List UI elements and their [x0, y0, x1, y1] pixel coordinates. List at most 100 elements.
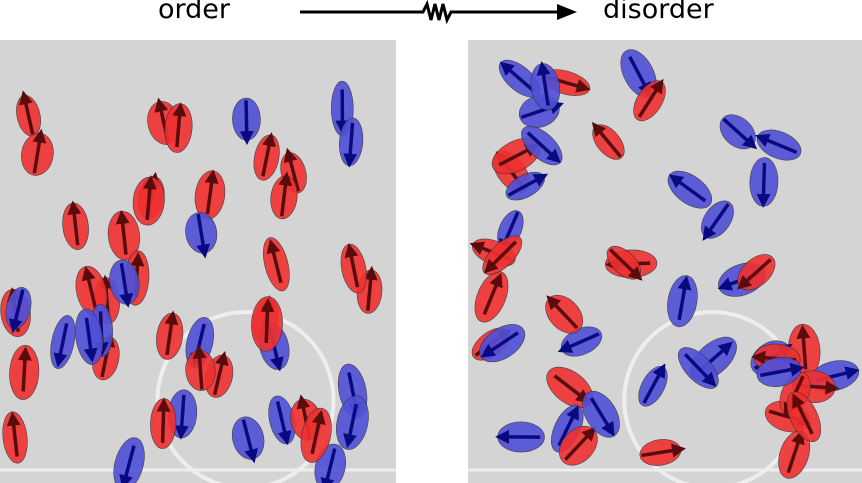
heading-arrow-icon: [483, 240, 518, 274]
heading-arrow-icon: [119, 263, 134, 308]
heading-arrow-icon: [275, 401, 292, 446]
disorder-label: disorder: [603, 0, 714, 25]
heading-arrow-icon: [480, 331, 520, 358]
red-individual: [786, 391, 822, 442]
heading-arrow-icon: [204, 169, 219, 215]
blue-individual: [521, 125, 563, 166]
red-individual: [482, 235, 523, 275]
blue-individual: [749, 157, 779, 208]
blue-individual: [756, 356, 805, 387]
heading-arrow-icon: [32, 128, 47, 174]
red-individual: [340, 243, 367, 294]
heading-arrow-icon: [212, 350, 229, 396]
heading-arrow-icon: [553, 374, 591, 404]
heading-arrow-icon: [19, 90, 35, 135]
order-to-disorder-arrow-icon: [300, 0, 577, 24]
blue-individual: [667, 170, 713, 209]
red-individual: [253, 132, 280, 181]
blue-individual: [5, 287, 32, 334]
heading-arrow-icon: [498, 144, 540, 167]
heading-arrow-icon: [677, 275, 692, 321]
blue-individual: [505, 171, 549, 201]
heading-arrow-icon: [81, 266, 98, 311]
heading-arrow-icon: [526, 131, 561, 164]
red-individual: [633, 78, 666, 122]
heading-arrow-icon: [589, 397, 615, 437]
heading-arrow-icon: [192, 344, 207, 390]
red-individual: [639, 439, 686, 466]
red-individual: [558, 425, 598, 466]
blue-individual: [185, 212, 218, 259]
blue-individual: [719, 114, 758, 150]
red-individual: [62, 200, 89, 250]
heading-arrow-icon: [174, 394, 189, 440]
heading-arrow-icon: [796, 324, 811, 370]
red-individual: [545, 294, 584, 334]
blue-individual: [232, 97, 261, 146]
heading-arrow-icon: [786, 429, 805, 474]
heading-arrow-icon: [260, 297, 275, 343]
heading-arrow-icon: [608, 248, 643, 281]
red-individual: [132, 175, 165, 226]
blue-individual: [755, 129, 802, 161]
blue-individual: [678, 347, 719, 389]
heading-arrow-icon: [17, 346, 32, 392]
heading-arrow-icon: [641, 443, 686, 458]
red-individual: [9, 344, 40, 400]
red-individual: [150, 397, 177, 449]
heading-arrow-icon: [591, 122, 622, 158]
red-individual: [474, 271, 509, 323]
heading-arrow-icon: [755, 133, 798, 154]
heading-arrow-icon: [8, 289, 25, 334]
heading-arrow-icon: [482, 272, 503, 316]
order-panel: [0, 40, 396, 483]
heading-arrow-icon: [702, 203, 730, 241]
heading-arrow-icon: [637, 78, 664, 118]
heading-arrow-icon: [196, 213, 211, 259]
heading-arrow-icon: [310, 409, 326, 455]
red-individual: [194, 169, 226, 220]
red-individual: [156, 310, 184, 360]
red-individual: [737, 254, 776, 291]
blue-individual: [231, 416, 265, 464]
red-individual: [778, 429, 811, 479]
blue-individual: [339, 117, 364, 168]
heading-arrow-icon: [142, 175, 157, 221]
red-individual: [263, 237, 290, 292]
blue-individual: [638, 363, 668, 407]
heading-arrow-icon: [683, 353, 717, 387]
red-individual: [2, 411, 28, 464]
heading-arrow-icon: [557, 405, 579, 447]
red-individual: [591, 122, 625, 160]
heading-arrow-icon: [266, 239, 283, 284]
heading-arrow-icon: [119, 445, 136, 483]
heading-arrow-icon: [164, 310, 179, 356]
red-individual: [185, 344, 216, 391]
blue-individual: [75, 308, 103, 365]
heading-arrow-icon: [737, 258, 772, 290]
heading-arrow-icon: [759, 362, 805, 378]
heading-arrow-icon: [499, 61, 536, 93]
heading-arrow-icon: [239, 100, 254, 146]
heading-arrow-icon: [343, 403, 358, 449]
heading-arrow-icon: [546, 295, 579, 330]
heading-arrow-icon: [668, 174, 707, 203]
heading-arrow-icon: [320, 448, 337, 483]
red-individual: [251, 296, 283, 352]
heading-arrow-icon: [343, 122, 358, 168]
heading-arrow-icon: [557, 332, 600, 353]
heading-arrow-icon: [363, 265, 378, 311]
heading-arrow-icon: [115, 209, 130, 255]
blue-individual: [582, 390, 620, 438]
red-individual: [300, 407, 332, 463]
heading-arrow-icon: [241, 419, 258, 464]
blue-individual: [479, 324, 526, 363]
heading-arrow-icon: [756, 162, 771, 208]
blue-individual: [530, 61, 561, 111]
red-individual: [21, 128, 54, 176]
heading-arrow-icon: [564, 426, 597, 461]
heading-arrow-icon: [792, 393, 814, 435]
heading-arrow-icon: [172, 102, 187, 148]
disorder-panel: [468, 40, 862, 483]
heading-arrow-icon: [53, 323, 69, 368]
